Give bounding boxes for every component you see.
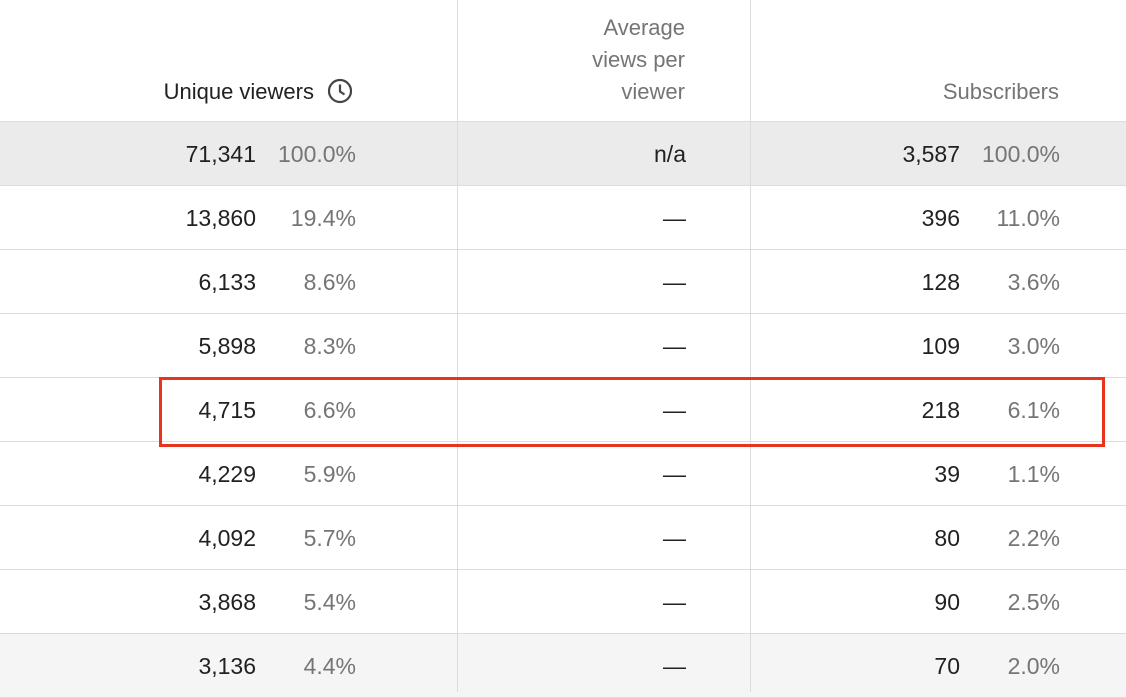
subscribers-percent: 3.0% — [1007, 333, 1060, 359]
subscribers: 128 — [921, 269, 960, 295]
avg-views: — — [663, 397, 686, 423]
table-row — [0, 378, 1126, 442]
header-divider — [0, 121, 1126, 122]
viewers-percent: 100.0% — [277, 141, 356, 167]
table-row — [0, 186, 1126, 250]
table-row — [0, 506, 1126, 570]
table-row — [0, 634, 1126, 698]
avg-views: — — [663, 589, 686, 615]
avg-views: — — [663, 525, 686, 551]
avg-views: — — [663, 205, 686, 231]
subscribers: 3,587 — [902, 141, 960, 167]
column-header[interactable]: Subscribers — [942, 79, 1059, 104]
row-divider — [0, 505, 1126, 506]
subscribers: 218 — [921, 397, 960, 423]
subscribers-percent: 3.6% — [1007, 269, 1060, 295]
column-header[interactable]: Average views per viewer — [592, 15, 685, 104]
table-row — [0, 250, 1126, 314]
row-divider — [0, 185, 1126, 186]
viewers-percent: 5.7% — [303, 525, 356, 551]
row-divider — [0, 249, 1126, 250]
viewers: 4,092 — [198, 525, 256, 551]
subscribers: 70 — [934, 653, 960, 679]
viewers-percent: 8.6% — [303, 269, 356, 295]
viewers-percent: 5.9% — [303, 461, 356, 487]
table-row — [0, 122, 1126, 186]
column-divider — [750, 0, 751, 692]
viewers-percent: 5.4% — [303, 589, 356, 615]
row-divider — [0, 569, 1126, 570]
table-row — [0, 570, 1126, 634]
subscribers: 80 — [934, 525, 960, 551]
avg-views: — — [663, 333, 686, 359]
avg-views: — — [663, 269, 686, 295]
row-divider — [0, 633, 1126, 634]
avg-views: — — [663, 461, 686, 487]
row-divider — [0, 441, 1126, 442]
subscribers: 90 — [934, 589, 960, 615]
viewers: 3,868 — [198, 589, 256, 615]
viewers: 13,860 — [185, 205, 256, 231]
viewers-percent: 8.3% — [303, 333, 356, 359]
subscribers-percent: 2.2% — [1007, 525, 1060, 551]
viewers-percent: 4.4% — [303, 653, 356, 679]
subscribers: 109 — [921, 333, 960, 359]
viewers: 5,898 — [198, 333, 256, 359]
subscribers-percent: 6.1% — [1007, 397, 1060, 423]
viewers: 71,341 — [185, 141, 256, 167]
subscribers-percent: 2.0% — [1007, 653, 1060, 679]
subscribers-percent: 100.0% — [981, 141, 1060, 167]
avg-views: n/a — [654, 141, 686, 167]
viewers-percent: 6.6% — [303, 397, 356, 423]
subscribers-percent: 1.1% — [1007, 461, 1060, 487]
highlight-box — [159, 377, 1105, 447]
row-divider — [0, 313, 1126, 314]
subscribers: 396 — [921, 205, 960, 231]
subscribers-percent: 11.0% — [996, 205, 1060, 231]
avg-views: — — [663, 653, 686, 679]
subscribers-percent: 2.5% — [1007, 589, 1060, 615]
subscribers: 39 — [934, 461, 960, 487]
viewers: 4,715 — [198, 397, 256, 423]
table-row — [0, 442, 1126, 506]
column-header[interactable]: Unique viewers — [163, 79, 314, 104]
viewers-percent: 19.4% — [290, 205, 356, 231]
viewers: 3,136 — [198, 653, 256, 679]
viewers: 6,133 — [198, 269, 256, 295]
clock-icon — [327, 78, 353, 104]
viewers: 4,229 — [198, 461, 256, 487]
table-row — [0, 314, 1126, 378]
column-divider — [457, 0, 458, 692]
